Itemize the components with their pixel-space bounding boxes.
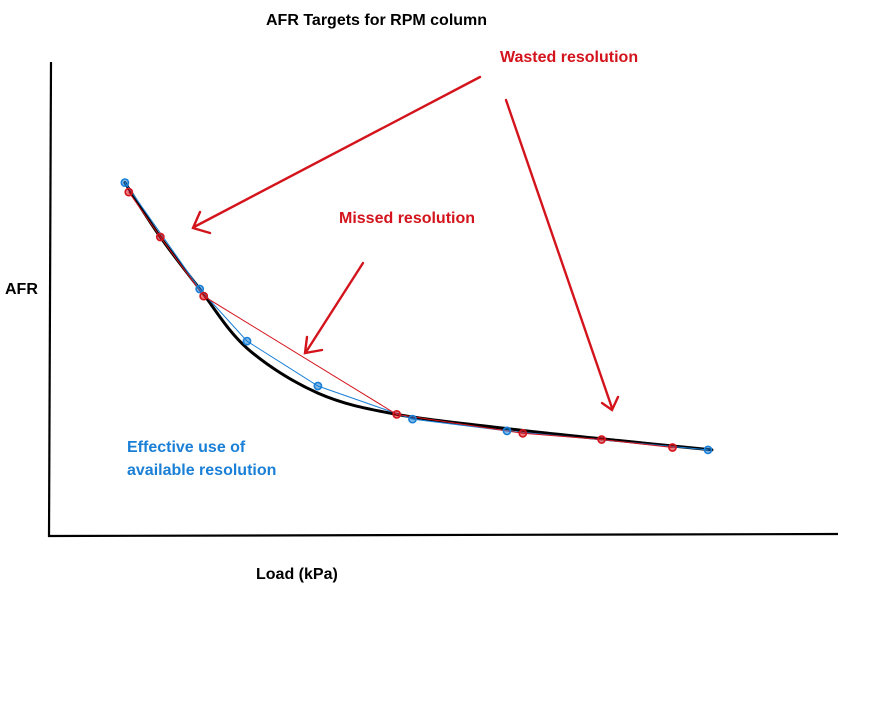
chart-title: AFR Targets for RPM column: [266, 12, 488, 29]
x-axis-label: Load (kPa): [256, 566, 338, 583]
arrow-missed: [303, 261, 365, 355]
annotation-effective-line-1: Effective use of: [127, 439, 246, 456]
blue-point-7: [703, 445, 713, 455]
red-series-line: [128, 191, 673, 448]
annotation-effective-use: Effective use of available resolution: [127, 436, 276, 482]
red-point-2: [155, 232, 165, 242]
annotation-missed-resolution: Missed resolution: [339, 210, 476, 227]
blue-point-5: [408, 414, 417, 424]
blue-series-points: [120, 178, 713, 455]
red-point-3: [199, 291, 209, 301]
blue-point-3: [242, 336, 252, 346]
annotation-wasted-resolution: Wasted resolution: [500, 49, 639, 66]
blue-point-2: [195, 284, 205, 294]
red-point-6: [597, 435, 606, 444]
red-point-1: [124, 187, 134, 197]
arrow-wasted-right: [504, 98, 620, 412]
blue-point-4: [313, 381, 323, 391]
red-point-4: [392, 409, 402, 419]
red-series-points: [124, 187, 677, 452]
blue-point-1: [120, 178, 130, 187]
x-axis: [47, 532, 839, 538]
arrow-wasted-left: [191, 75, 482, 235]
red-point-7: [668, 443, 677, 452]
blue-point-6: [502, 426, 512, 436]
red-point-5: [518, 428, 528, 438]
y-axis: [47, 61, 53, 538]
y-axis-label: AFR: [5, 281, 38, 298]
annotation-effective-line-2: available resolution: [127, 462, 277, 479]
